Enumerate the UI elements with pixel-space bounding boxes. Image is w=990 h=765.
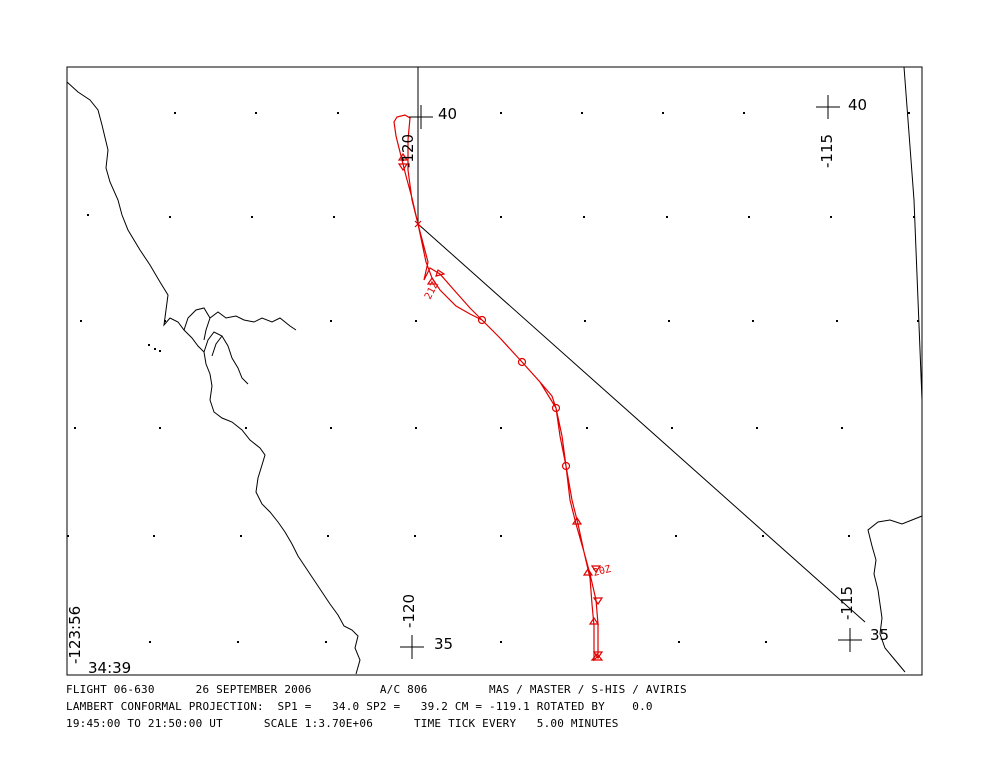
coastline-southern [867, 515, 923, 673]
coastline-california [66, 81, 361, 675]
lat-label-top-right: 40 [848, 96, 867, 114]
lon-label-top-center: -120 [399, 134, 417, 168]
time-label-20z: 20Z [592, 564, 612, 579]
graticule-dots [67, 112, 919, 643]
islands [148, 344, 161, 352]
flight-track [393, 114, 604, 662]
lat-label-bottom-right: 35 [870, 626, 889, 644]
crosshair-top-right [816, 95, 840, 119]
lon-label-bottom-right: -115 [838, 586, 856, 620]
lon-label-bottom-center: -120 [400, 594, 418, 628]
footer-line-2: LAMBERT CONFORMAL PROJECTION: SP1 = 34.0… [66, 700, 653, 713]
crosshair-bottom-right [838, 628, 862, 652]
lat-label-bottom-center: 35 [434, 635, 453, 653]
footer-line-3: 19:45:00 TO 21:50:00 UT SCALE 1:3.70E+06… [66, 717, 619, 730]
lon-label-top-right: -115 [818, 134, 836, 168]
time-label-21z: 21Z [423, 280, 441, 301]
map-frame [66, 66, 923, 676]
corner-lon-label: -123:56 [66, 606, 84, 664]
lat-label-top-center: 40 [438, 105, 457, 123]
corner-lat-label: 34:39 [88, 659, 131, 677]
state-boundary-east [903, 66, 923, 401]
crosshair-top-center [409, 105, 433, 129]
crosshair-bottom-center [400, 635, 424, 659]
state-boundary-nevada [417, 67, 866, 623]
footer-line-1: FLIGHT 06-630 26 SEPTEMBER 2006 A/C 806 … [66, 683, 687, 696]
coastline-sf-bay [183, 307, 297, 385]
